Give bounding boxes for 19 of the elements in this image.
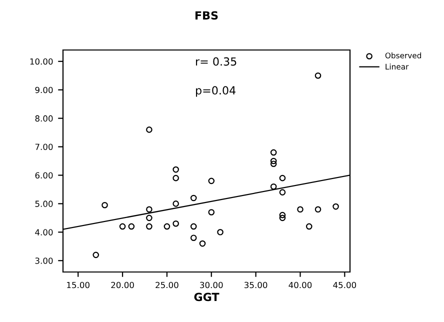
y-tick-label: 5.00	[35, 200, 53, 207]
x-tick-label: 35.00	[244, 282, 268, 288]
y-tick-label: 4.00	[35, 229, 53, 236]
x-tick-label: 40.00	[288, 282, 312, 288]
annotation: r= 0.35	[196, 57, 236, 66]
chart-title: FBS	[195, 11, 218, 20]
x-tick-label: 25.00	[156, 282, 178, 288]
y-tick-label: 3.00	[35, 258, 53, 264]
x-axis-title: GGT	[194, 292, 220, 302]
y-tick-label: 9.00	[35, 86, 53, 94]
x-tick-label: 30.00	[200, 282, 223, 288]
y-tick-label: 6.00	[35, 172, 53, 179]
y-tick-label: 7.00	[35, 144, 53, 150]
annotation: p=0.04	[196, 86, 236, 97]
y-tick-label: 10.00	[30, 58, 53, 65]
y-tick-label: 8.00	[35, 115, 53, 122]
x-tick-label: 45.00	[333, 282, 356, 288]
x-tick-label: 15.00	[67, 282, 90, 288]
x-tick-label: 20.00	[111, 282, 134, 288]
